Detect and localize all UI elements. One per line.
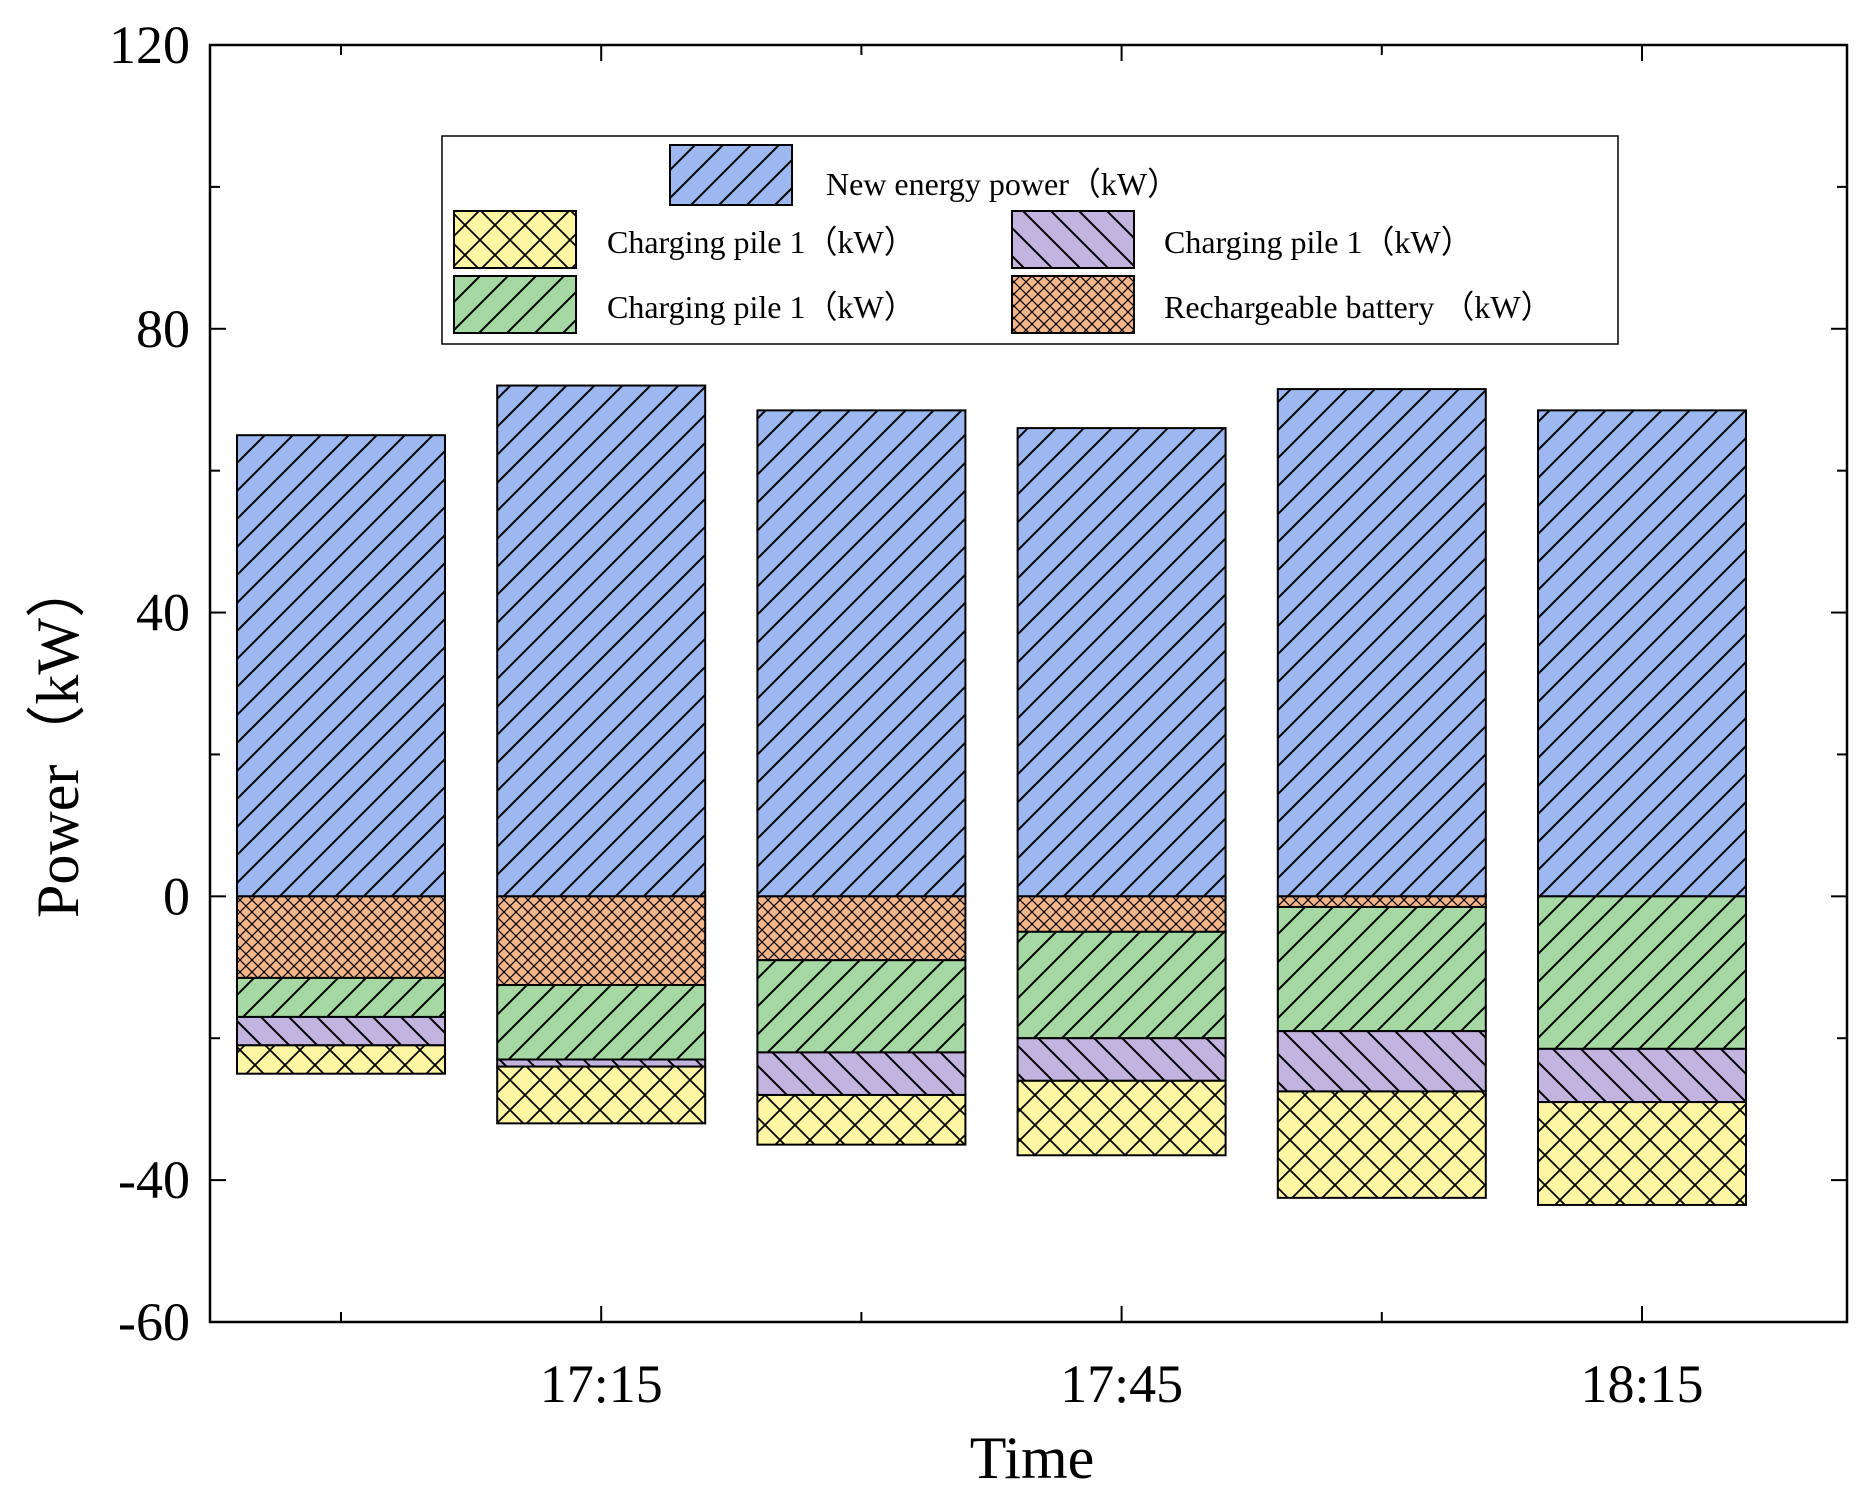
x-tick-label: 17:15 bbox=[540, 1354, 663, 1414]
legend-label-pile-yellow: Charging pile 1（kW） bbox=[607, 224, 916, 260]
bar-new_energy-5 bbox=[1537, 409, 1747, 898]
bar-pile_purple-2 bbox=[756, 1051, 967, 1096]
bar-pile_purple-4 bbox=[1276, 1030, 1487, 1093]
bar-pile_purple-5 bbox=[1537, 1047, 1747, 1104]
bar-pile_yellow-1 bbox=[496, 1065, 707, 1125]
bar-pile_yellow-5 bbox=[1537, 1101, 1747, 1206]
bar-new_energy-2 bbox=[756, 409, 967, 898]
bar-pile_green-1 bbox=[496, 984, 707, 1061]
bar-battery-4 bbox=[1276, 895, 1487, 908]
plot-frame bbox=[208, 43, 1849, 1324]
bar-pile_yellow-0 bbox=[236, 1044, 446, 1075]
bar-pile_green-3 bbox=[1016, 930, 1227, 1040]
legend-label-new-energy: New energy power（kW） bbox=[826, 166, 1179, 202]
legend-label-pile-green: Charging pile 1（kW） bbox=[607, 289, 916, 325]
x-tick-label: 18:15 bbox=[1580, 1354, 1703, 1414]
legend-swatch-pile-purple bbox=[1011, 210, 1135, 269]
y-tick-label: 40 bbox=[136, 583, 190, 643]
legend-swatch-pile-yellow bbox=[453, 210, 577, 269]
bar-battery-2 bbox=[756, 895, 967, 962]
y-tick-label: 0 bbox=[163, 866, 190, 926]
x-axis-title: Time bbox=[970, 1425, 1095, 1491]
bar-pile_yellow-2 bbox=[756, 1093, 967, 1146]
bar-new_energy-3 bbox=[1016, 427, 1227, 898]
y-tick-label: 120 bbox=[109, 15, 190, 75]
bar-pile_green-5 bbox=[1537, 895, 1747, 1050]
bar-pile_purple-3 bbox=[1016, 1037, 1227, 1082]
legend-swatch-new-energy bbox=[669, 144, 793, 206]
bar-pile_green-2 bbox=[756, 959, 967, 1054]
y-axis-title: Power（kW） bbox=[25, 558, 91, 918]
legend-label-pile-purple: Charging pile 1（kW） bbox=[1164, 224, 1473, 260]
axes-layer: -60 -40 0 40 80 120 17:15 17:45 18:15 bbox=[109, 15, 1849, 1414]
legend-label-battery: Rechargeable battery （kW） bbox=[1164, 289, 1553, 325]
bar-pile_yellow-4 bbox=[1276, 1090, 1487, 1199]
bars-layer bbox=[236, 384, 1747, 1206]
bar-pile_purple-0 bbox=[236, 1015, 446, 1047]
y-tick-label: -40 bbox=[118, 1150, 190, 1210]
x-tick-label: 17:45 bbox=[1060, 1354, 1183, 1414]
bar-battery-1 bbox=[496, 895, 707, 987]
bar-new_energy-4 bbox=[1276, 388, 1487, 898]
legend-swatch-battery bbox=[1011, 275, 1135, 334]
bar-new_energy-0 bbox=[236, 434, 446, 898]
bar-new_energy-1 bbox=[496, 384, 707, 898]
bar-pile_yellow-3 bbox=[1016, 1079, 1227, 1157]
bar-pile_green-4 bbox=[1276, 905, 1487, 1033]
legend: New energy power（kW） Charging pile 1（kW）… bbox=[441, 135, 1619, 345]
legend-swatch-pile-green bbox=[453, 275, 577, 334]
y-tick-label: -60 bbox=[118, 1292, 190, 1352]
y-tick-label: 80 bbox=[136, 299, 190, 359]
bar-pile_green-0 bbox=[236, 976, 446, 1018]
bar-pile_purple-1 bbox=[496, 1058, 707, 1068]
bar-battery-0 bbox=[236, 895, 446, 979]
bar-battery-3 bbox=[1016, 895, 1227, 933]
